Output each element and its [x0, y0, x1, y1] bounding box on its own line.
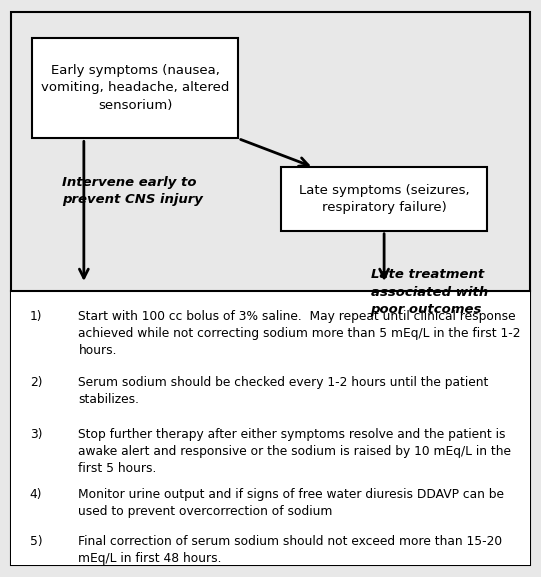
Text: Late treatment
associated with
poor outcomes: Late treatment associated with poor outc…	[371, 268, 488, 316]
Bar	[281, 167, 487, 231]
Text: Early symptoms (nausea,
vomiting, headache, altered
sensorium): Early symptoms (nausea, vomiting, headac…	[41, 64, 229, 112]
Text: 1): 1)	[30, 310, 42, 324]
Text: Intervene early to
prevent CNS injury: Intervene early to prevent CNS injury	[62, 176, 203, 207]
Text: Monitor urine output and if signs of free water diuresis DDAVP can be
used to pr: Monitor urine output and if signs of fre…	[78, 488, 504, 518]
Text: 2): 2)	[30, 376, 42, 389]
Text: Start with 100 cc bolus of 3% saline.  May repeat until clinical response
achiev: Start with 100 cc bolus of 3% saline. Ma…	[78, 310, 521, 357]
Text: Final correction of serum sodium should not exceed more than 15-20
mEq/L in firs: Final correction of serum sodium should …	[78, 535, 503, 565]
Text: Serum sodium should be checked every 1-2 hours until the patient
stabilizes.: Serum sodium should be checked every 1-2…	[78, 376, 489, 406]
Text: Stop further therapy after either symptoms resolve and the patient is
awake aler: Stop further therapy after either sympto…	[78, 428, 511, 475]
Text: Late symptoms (seizures,
respiratory failure): Late symptoms (seizures, respiratory fai…	[299, 184, 470, 214]
Text: 3): 3)	[30, 428, 42, 441]
Text: 5): 5)	[30, 535, 42, 549]
Text: 4): 4)	[30, 488, 42, 501]
Bar	[32, 38, 238, 138]
Bar	[11, 291, 530, 565]
